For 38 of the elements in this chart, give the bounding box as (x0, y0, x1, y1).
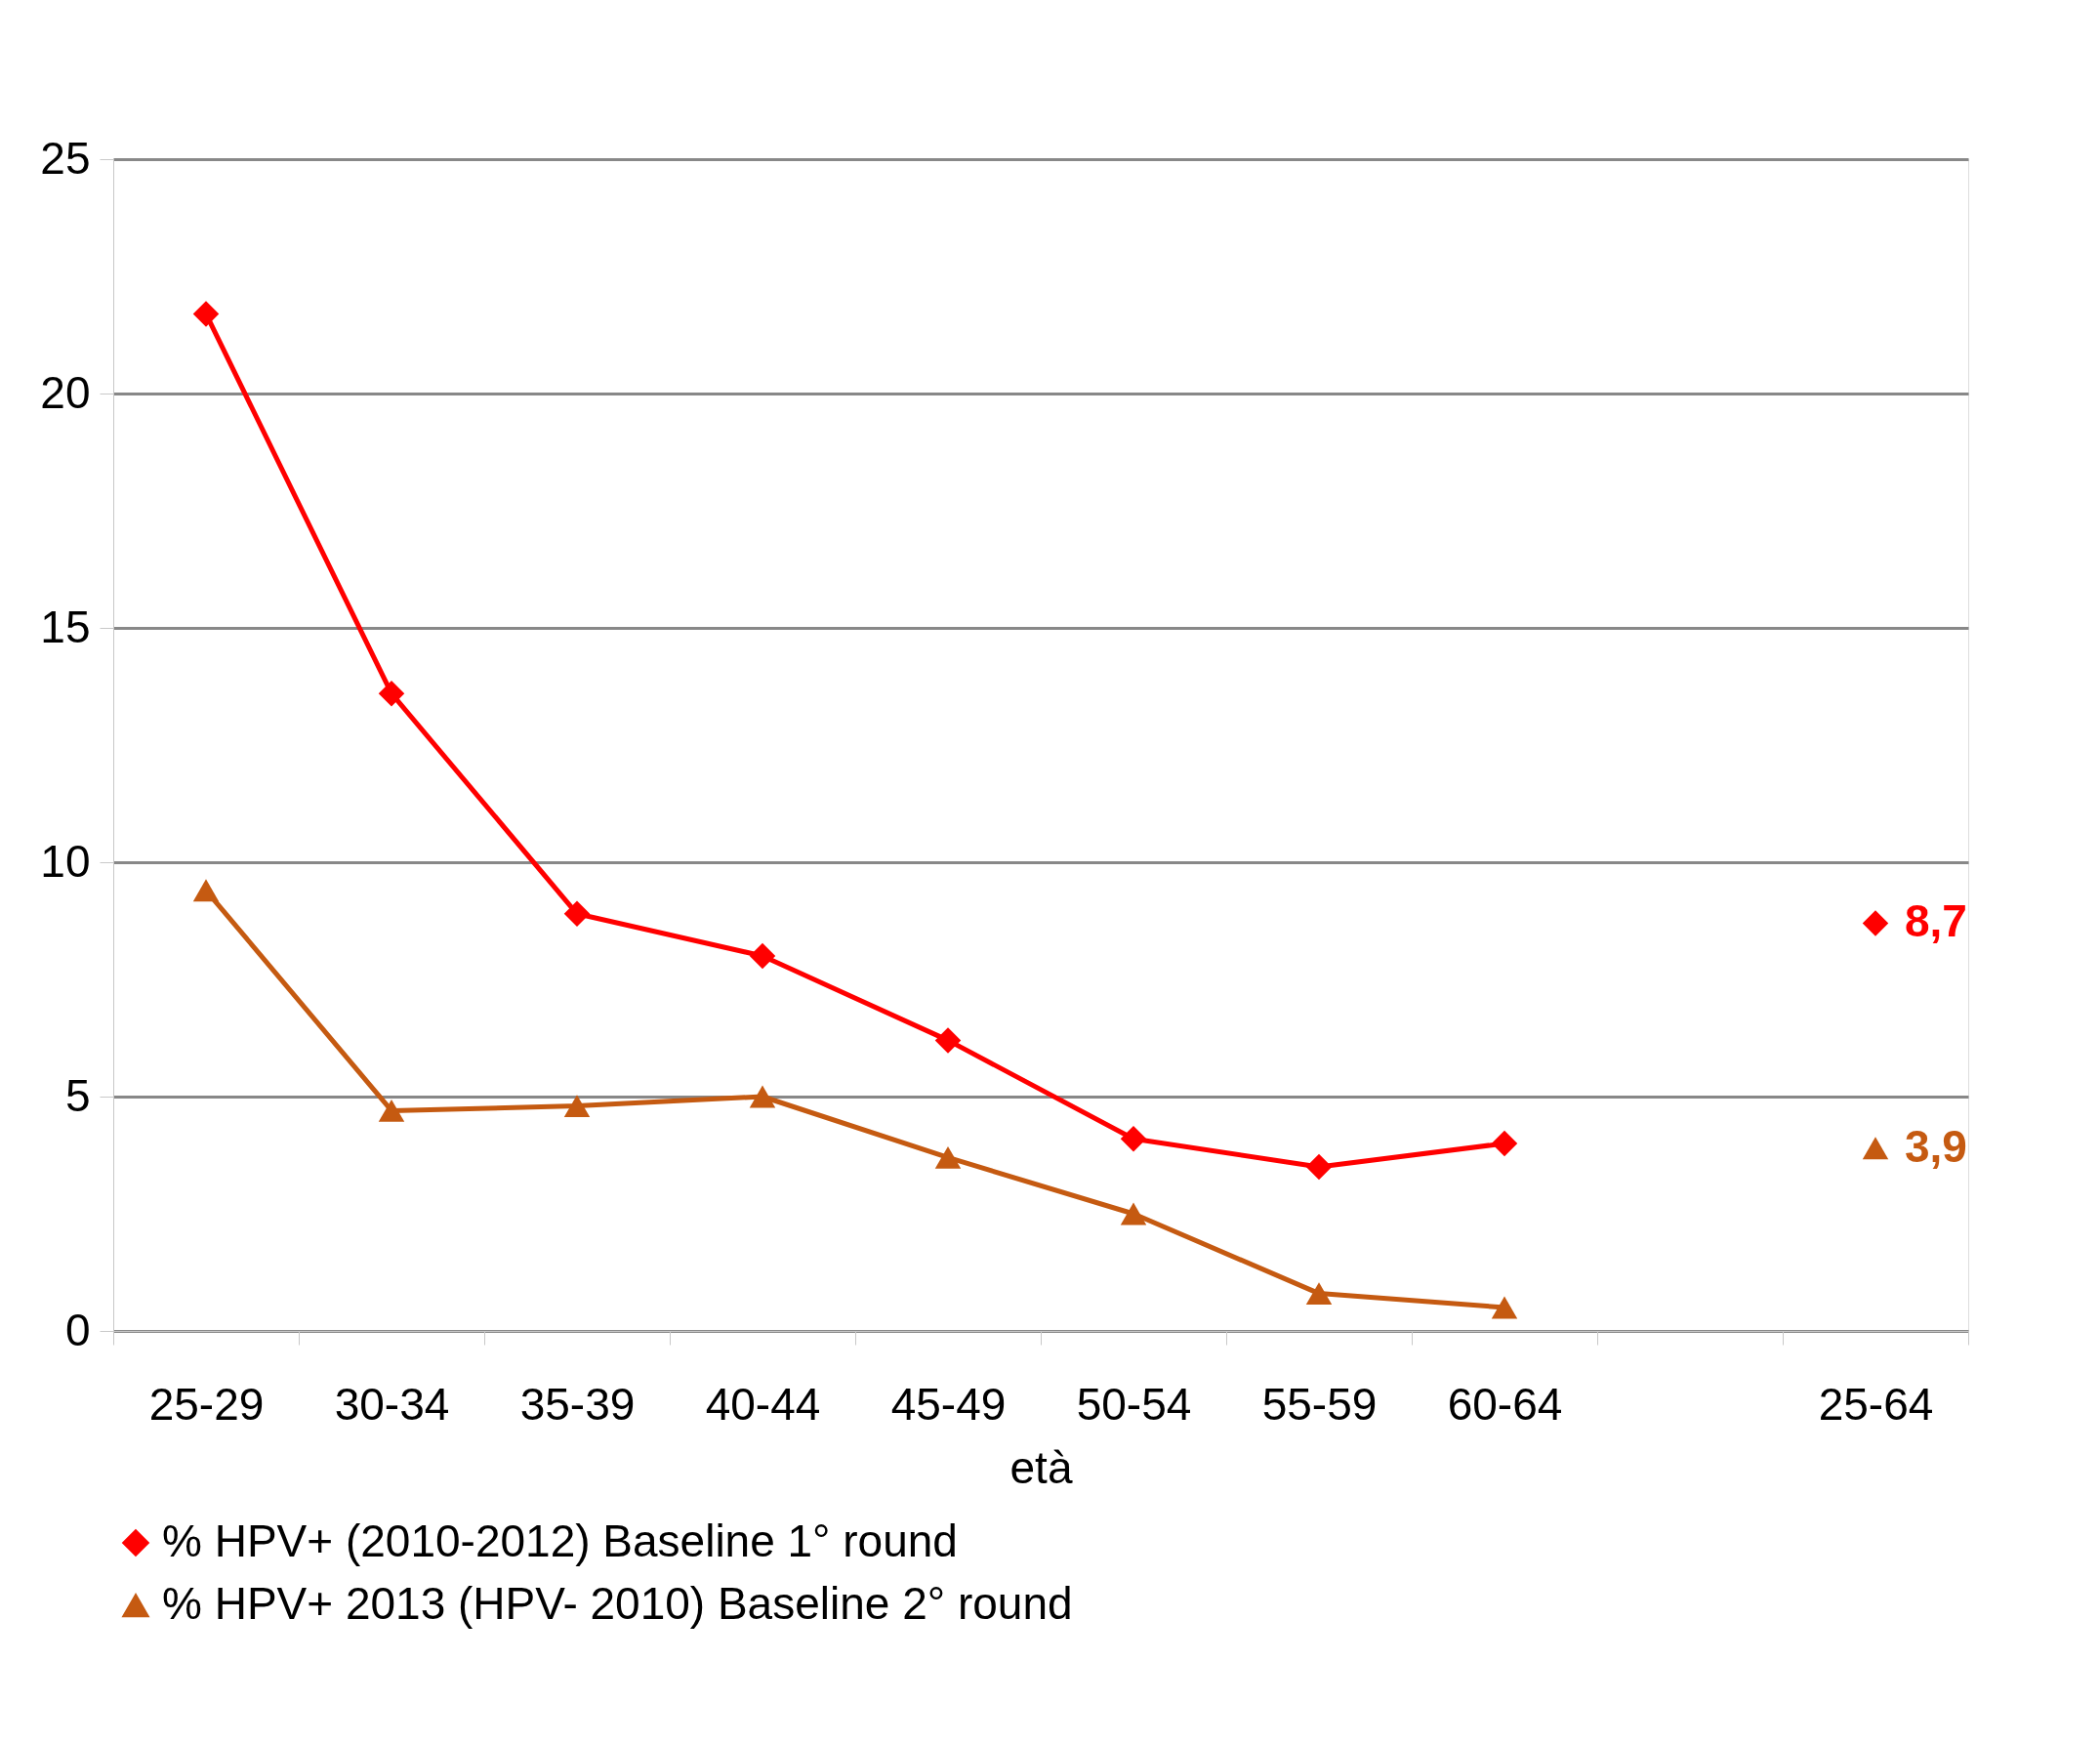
y-tick-label: 20 (40, 366, 91, 418)
point (378, 1099, 405, 1122)
point (1120, 1125, 1147, 1152)
y-tick-label: 15 (40, 601, 91, 652)
x-axis-title: età (1009, 1441, 1073, 1493)
y-tick-label: 0 (64, 1304, 91, 1355)
point (1862, 1137, 1889, 1160)
x-tick-label: 45-49 (890, 1378, 1007, 1430)
legend-label: % HPV+ 2013 (HPV- 2010) Baseline 2° round (162, 1578, 1073, 1629)
x-tick-label: 55-59 (1261, 1378, 1378, 1430)
point (192, 879, 220, 902)
legend-label: % HPV+ (2010-2012) Baseline 1° round (162, 1516, 958, 1566)
x-tick-label: 50-54 (1076, 1378, 1192, 1430)
data-label: 8,7 (1905, 895, 1967, 947)
point (378, 680, 405, 707)
point (563, 1095, 591, 1118)
y-tick-label: 5 (64, 1069, 91, 1121)
point (1305, 1282, 1333, 1306)
y-tick-label: 25 (40, 132, 91, 184)
x-tick-label: 25-29 (148, 1378, 265, 1430)
point (1491, 1130, 1518, 1157)
data-label: 3,9 (1905, 1120, 1967, 1172)
point (192, 301, 220, 327)
point (749, 942, 776, 970)
y-tick-label: 10 (40, 835, 91, 887)
point (1120, 1202, 1147, 1225)
point (934, 1145, 962, 1169)
x-tick-label: 40-44 (705, 1378, 821, 1430)
point (563, 900, 591, 928)
x-tick-label: 25-64 (1818, 1378, 1934, 1430)
point (1305, 1153, 1333, 1181)
point (1491, 1296, 1518, 1319)
x-tick-label: 35-39 (519, 1378, 636, 1430)
point (749, 1085, 776, 1108)
point (934, 1027, 962, 1054)
x-tick-label: 60-64 (1447, 1378, 1563, 1430)
point (1862, 910, 1889, 936)
x-tick-label: 30-34 (334, 1378, 450, 1430)
